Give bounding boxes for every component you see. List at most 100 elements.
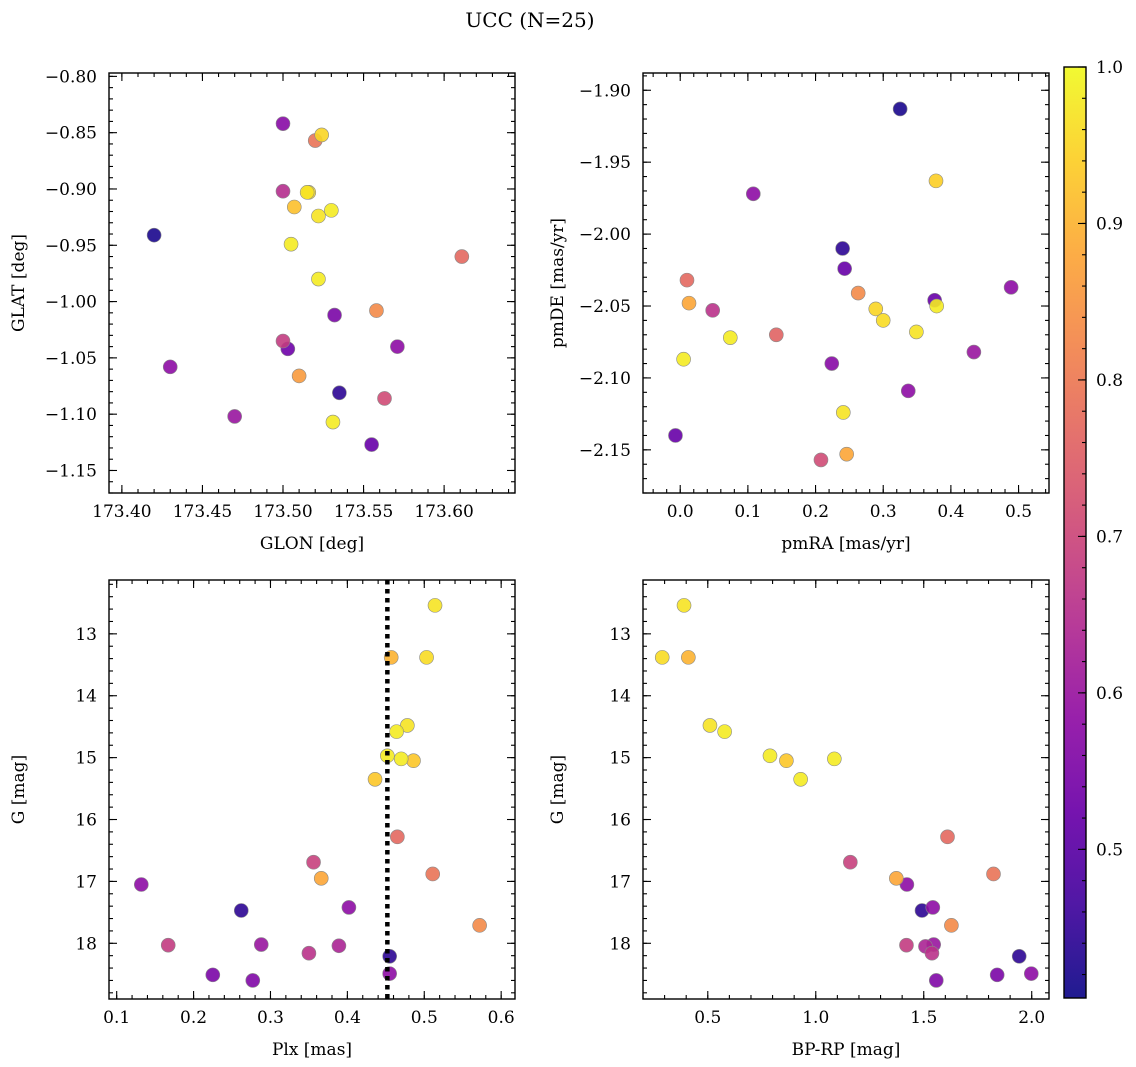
scatter-point	[311, 271, 326, 287]
y-axis-label: GLAT [deg]	[9, 234, 29, 332]
y-tick-label: −1.05	[45, 349, 97, 369]
scatter-point	[377, 391, 392, 406]
scatter-point	[245, 973, 261, 988]
scatter-point	[283, 236, 299, 252]
x-tick-label: 0.5	[411, 1008, 438, 1028]
scatter-point	[389, 724, 404, 739]
scatter-point	[676, 351, 691, 367]
scatter-point	[839, 446, 854, 462]
panel-1: 173.40 173.45 173.50 173.55 173.60 −0.80 −0.85…	[9, 67, 516, 554]
scatter-point	[835, 241, 850, 256]
scatter-point	[944, 918, 959, 933]
x-tick-label: 0.1	[103, 1008, 130, 1028]
scatter-point	[900, 383, 916, 399]
y-axis-label: pmDE [mas/yr]	[548, 218, 568, 348]
scatter-point	[850, 285, 866, 301]
scatter-point	[928, 973, 944, 988]
y-tick-label: −0.90	[45, 180, 97, 200]
x-tick-label: 0.5	[694, 1008, 721, 1028]
scatter-point	[722, 330, 738, 345]
y-tick-label: −2.10	[579, 369, 631, 389]
y-tick-label: 17	[609, 872, 631, 892]
scatter-point	[162, 359, 178, 375]
scatter-point	[986, 866, 1001, 882]
scatter-point	[133, 877, 149, 892]
scatter-point	[454, 249, 470, 264]
scatter-point	[406, 753, 421, 769]
scatter-point	[679, 272, 695, 288]
x-tick-label: 0.3	[870, 502, 897, 522]
x-tick-label: 0.4	[334, 1008, 361, 1028]
scatter-point	[925, 900, 941, 915]
scatter-point	[324, 203, 339, 218]
scatter-point	[275, 116, 291, 131]
scatter-point	[275, 183, 291, 199]
scatter-point	[681, 650, 696, 665]
y-tick-label: 17	[75, 872, 97, 892]
colorbar-tick-label: 0.9	[1096, 214, 1123, 234]
scatter-point	[314, 127, 329, 143]
scatter-point	[928, 173, 944, 189]
scatter-point	[827, 751, 842, 767]
scatter-point	[892, 101, 908, 117]
scatter-point	[275, 333, 291, 349]
scatter-point	[940, 829, 955, 845]
scatter-point	[745, 186, 761, 202]
axes-frame	[642, 72, 1050, 494]
x-tick-label: 0.2	[802, 502, 829, 522]
y-tick-label: 15	[609, 749, 631, 769]
y-tick-label: −1.00	[45, 293, 97, 313]
scatter-point	[472, 918, 487, 933]
y-tick-label: −0.85	[45, 124, 97, 144]
x-tick-label: 0.0	[667, 502, 694, 522]
x-tick-label: 0.4	[937, 502, 964, 522]
scatter-point	[929, 298, 944, 314]
scatter-point	[341, 900, 357, 915]
scatter-point	[313, 871, 329, 886]
scatter-point	[676, 598, 692, 613]
scatter-point	[286, 199, 302, 215]
scatter-point	[705, 303, 720, 318]
scatter-point	[233, 903, 249, 918]
y-tick-label: −1.90	[579, 81, 631, 101]
panel-4: 0.5 1.0 1.5 2.0 13 14 15 16 17 18 BP-RP [mag] G [ma…	[548, 579, 1050, 1060]
scatter-point	[989, 967, 1005, 983]
y-tick-label: −2.05	[579, 297, 631, 317]
scatter-point	[837, 261, 852, 276]
scatter-point	[843, 854, 858, 870]
x-tick-label: 0.1	[734, 502, 761, 522]
scatter-point	[390, 829, 405, 845]
scatter-point	[227, 409, 242, 424]
scatter-point	[835, 405, 851, 420]
scatter-point	[369, 303, 384, 318]
colorbar-tick-label: 0.6	[1096, 684, 1123, 704]
scatter-points	[133, 598, 487, 988]
scatter-point	[301, 945, 317, 961]
figure-title: UCC (N=25)	[465, 8, 594, 32]
x-axis-label: GLON [deg]	[260, 534, 364, 554]
scatter-point	[702, 718, 718, 733]
scatter-points	[654, 598, 1039, 988]
x-tick-label: 173.45	[173, 502, 232, 522]
scatter-points	[146, 116, 470, 452]
colorbar-tick-label: 0.8	[1096, 371, 1123, 391]
x-tick-label: 0.6	[488, 1008, 515, 1028]
scatter-point	[291, 368, 307, 384]
scatter-point	[813, 452, 829, 468]
axes-frame	[108, 72, 516, 494]
scatter-point	[889, 871, 904, 886]
scatter-point	[966, 344, 982, 360]
x-tick-label: 173.55	[334, 502, 393, 522]
y-tick-label: −1.15	[45, 461, 97, 481]
scatter-point	[332, 385, 347, 401]
scatter-point	[793, 771, 808, 787]
colorbar-tick-label: 1.0	[1096, 58, 1123, 78]
x-tick-label: 173.40	[92, 502, 151, 522]
scatter-point	[762, 748, 778, 764]
scatter-point	[419, 650, 434, 665]
scatter-point	[875, 313, 891, 328]
y-tick-label: −2.15	[579, 441, 631, 461]
colorbar-tick-label: 0.5	[1096, 840, 1123, 860]
scatter-point	[654, 650, 670, 665]
y-axis-label: G [mag]	[548, 755, 568, 824]
